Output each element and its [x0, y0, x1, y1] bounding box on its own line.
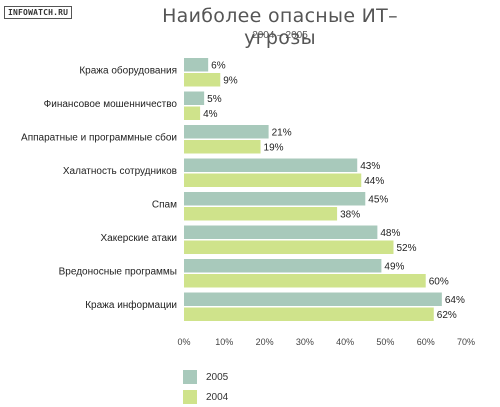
bar-2005 [184, 259, 382, 273]
category-label: Финансовое мошенничество [44, 99, 178, 110]
data-label-2005: 64% [445, 295, 465, 306]
chart-title: Наиболее опасные ИТ–угрозы [162, 5, 398, 49]
category-label: Аппаратные и программные сбои [21, 132, 177, 144]
bar-2005 [184, 58, 209, 72]
bar-2004 [184, 106, 201, 120]
category-label: Спам [152, 200, 177, 211]
x-tick-label: 40% [336, 337, 354, 347]
data-label-2005: 21% [272, 128, 292, 139]
legend-item-2004: 2004 [183, 390, 228, 404]
x-tick-label: 60% [417, 337, 435, 347]
category-label: Халатность сотрудников [63, 166, 177, 177]
data-label-2005: 5% [207, 94, 222, 105]
legend-label-2005: 2005 [206, 371, 229, 383]
data-label-2005: 48% [380, 228, 400, 239]
x-tick-label: 10% [215, 337, 233, 347]
category-label: Кража информации [85, 299, 177, 311]
bar-2005 [184, 158, 358, 172]
bar-2004 [184, 240, 394, 254]
data-label-2004: 4% [203, 109, 218, 120]
category-label: Хакерские атаки [101, 233, 177, 244]
bar-2005 [184, 192, 366, 206]
x-tick-label: 0% [177, 337, 190, 347]
legend-swatch-2004 [183, 390, 197, 404]
category-label: Кража оборудования [79, 65, 177, 77]
bar-2004 [184, 207, 338, 221]
data-label-2004: 9% [223, 76, 238, 87]
data-label-2004: 62% [437, 310, 457, 321]
data-label-2004: 44% [364, 176, 384, 187]
bar-2004 [184, 73, 221, 87]
x-tick-label: 30% [296, 337, 314, 347]
brand-logo: INFOWATCH.RU [4, 6, 73, 19]
legend-item-2005: 2005 [183, 370, 228, 384]
bar-2004 [184, 140, 261, 154]
x-tick-label: 70% [457, 337, 475, 347]
bar-2005 [184, 91, 205, 105]
bar-2005 [184, 125, 269, 139]
bar-2004 [184, 307, 434, 321]
bar-2004 [184, 173, 362, 187]
data-label-2005: 45% [368, 195, 388, 206]
data-label-2004: 60% [429, 277, 449, 288]
legend-swatch-2005 [183, 370, 197, 384]
data-label-2005: 49% [384, 262, 404, 273]
data-label-2004: 19% [264, 143, 284, 154]
data-label-2005: 6% [211, 61, 226, 72]
x-tick-label: 20% [256, 337, 274, 347]
data-label-2005: 43% [360, 161, 380, 172]
category-label: Вредоносные программы [59, 267, 177, 278]
data-label-2004: 52% [396, 243, 416, 254]
x-tick-label: 50% [376, 337, 394, 347]
data-label-2004: 38% [340, 210, 360, 221]
bar-2005 [184, 292, 442, 306]
legend-label-2004: 2004 [206, 391, 229, 403]
bar-2005 [184, 225, 378, 239]
chart-subtitle: 2004 – 2005 [252, 30, 308, 41]
bar-2004 [184, 274, 426, 288]
